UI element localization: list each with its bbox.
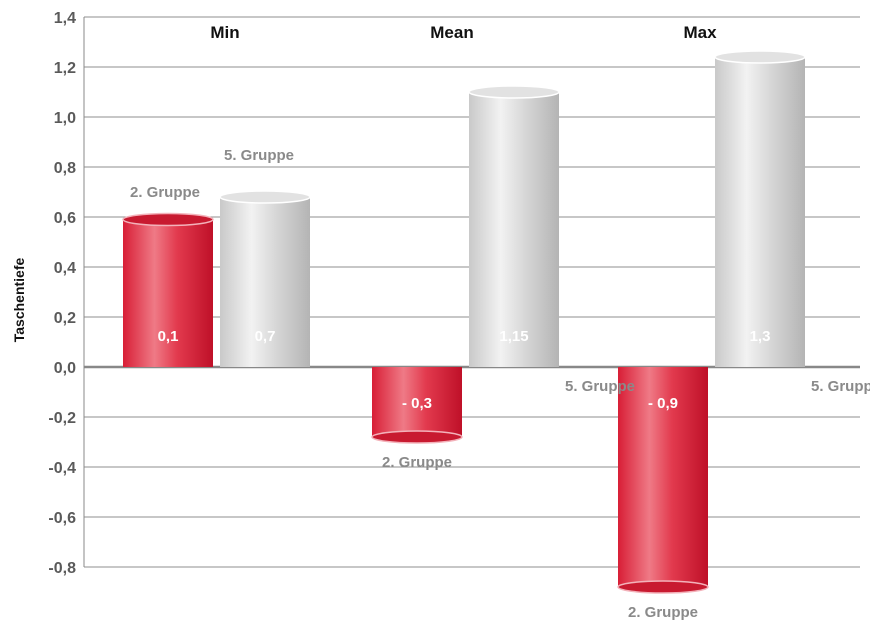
bar-value-label: - 0,3 <box>402 395 432 412</box>
series-label: 2. Gruppe <box>130 184 200 201</box>
bar-gruppe-2-max <box>617 367 709 594</box>
bar-body <box>123 219 213 367</box>
y-tick-label: -0,4 <box>48 460 76 477</box>
bar-value-label: 1,3 <box>750 328 771 345</box>
y-tick-label: 1,2 <box>54 60 76 77</box>
bar-gruppe-2-min <box>122 212 214 367</box>
y-tick-label: 0,0 <box>54 360 76 377</box>
y-tick-label: 0,6 <box>54 210 76 227</box>
y-tick-label: -0,8 <box>48 560 76 577</box>
bar-value-label: 1,15 <box>499 328 528 345</box>
y-tick-label: 0,2 <box>54 310 76 327</box>
bar-gruppe-5-min <box>219 190 311 367</box>
bar-body <box>220 197 310 367</box>
y-tick-label: 1,0 <box>54 110 76 127</box>
y-tick-label: -0,2 <box>48 410 76 427</box>
y-tick-label: 0,8 <box>54 160 76 177</box>
bar-end-cap <box>617 580 709 594</box>
category-label-max: Max <box>683 23 717 42</box>
bar-body <box>469 92 559 367</box>
category-label-min: Min <box>210 23 239 42</box>
bar-end-cap <box>122 212 214 227</box>
bar-body <box>618 367 708 587</box>
bar-end-cap <box>714 50 806 64</box>
bar-body <box>372 367 462 437</box>
bar-value-label: - 0,9 <box>648 395 678 412</box>
series-label: 5. Gruppe <box>224 147 294 164</box>
series-label: 5. Gruppe <box>565 378 635 395</box>
bar-value-label: 0,7 <box>255 328 276 345</box>
bar-gruppe-5-mean <box>468 85 560 367</box>
category-label-mean: Mean <box>430 23 473 42</box>
y-tick-label: 0,4 <box>54 260 76 277</box>
series-label: 5. Gruppe <box>811 378 870 395</box>
bar-end-cap <box>371 430 463 444</box>
bar-gruppe-2-mean <box>371 367 463 444</box>
y-tick-label: 1,4 <box>54 10 76 27</box>
y-tick-label: -0,6 <box>48 510 76 527</box>
bar-value-label: 0,1 <box>158 328 179 345</box>
bar-body <box>715 57 805 367</box>
series-label: 2. Gruppe <box>628 604 698 620</box>
series-label: 2. Gruppe <box>382 454 452 471</box>
bar-gruppe-5-max <box>714 50 806 367</box>
bar-end-cap <box>219 190 311 204</box>
bar-end-cap <box>468 85 560 99</box>
y-axis-title: Taschentiefe <box>11 258 27 343</box>
